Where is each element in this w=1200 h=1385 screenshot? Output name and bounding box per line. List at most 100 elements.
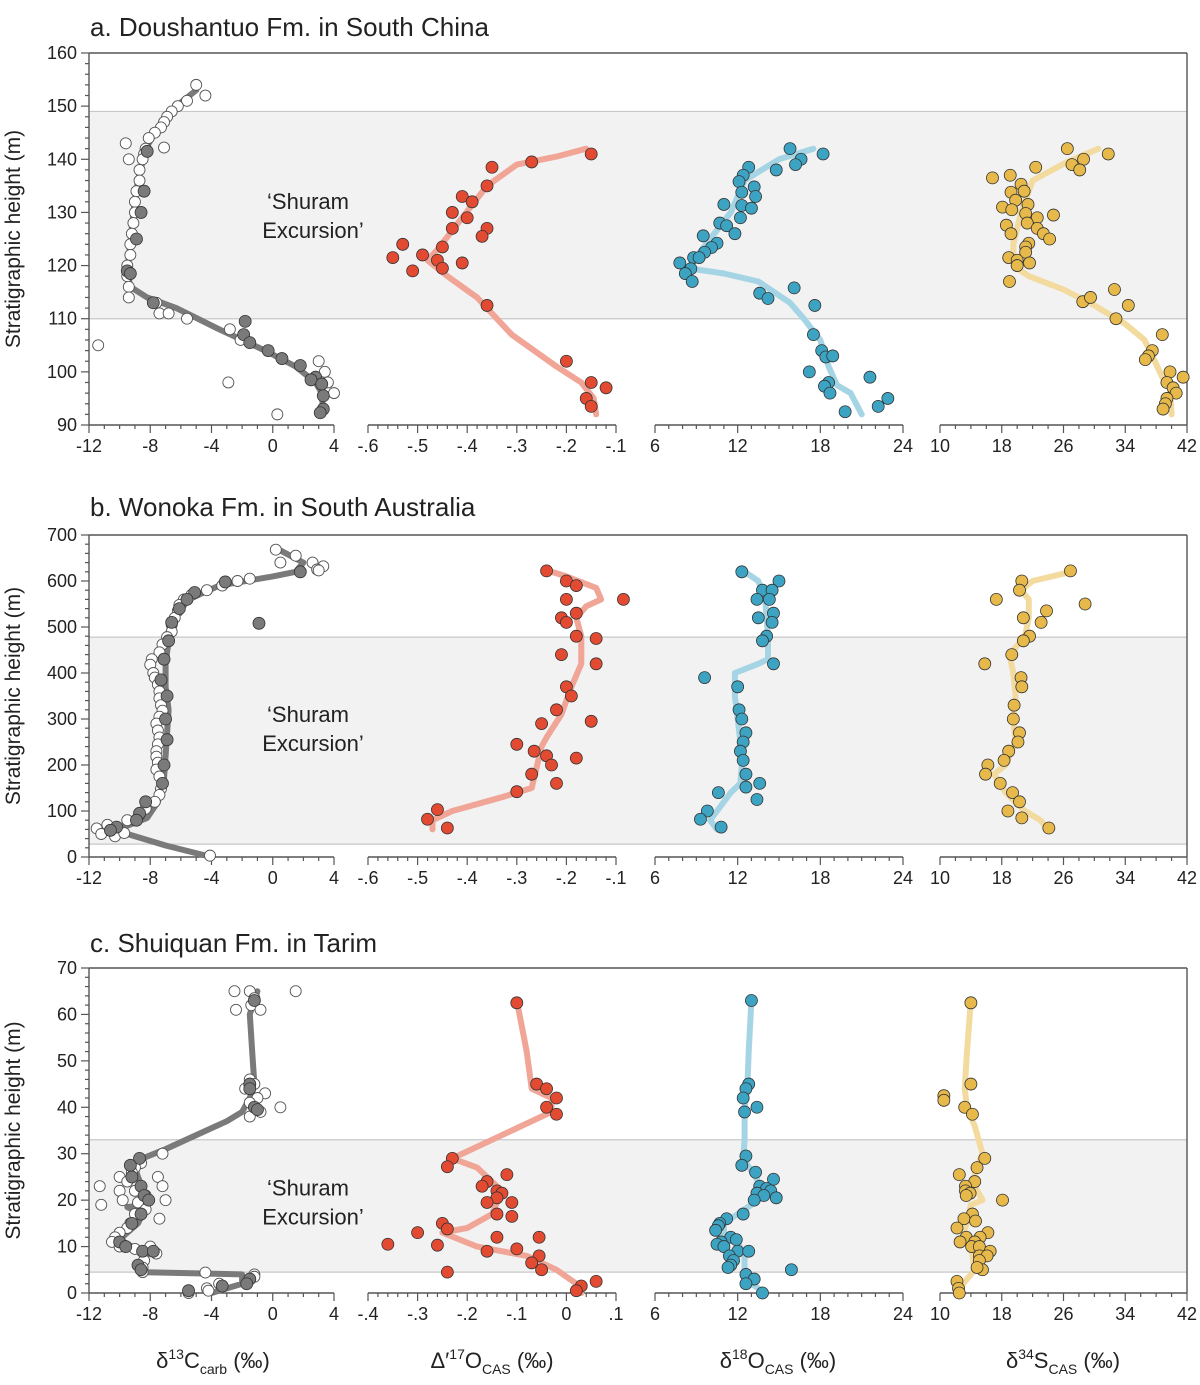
data-point bbox=[130, 813, 143, 827]
data-point bbox=[978, 1151, 992, 1165]
y-axis-label: Stratigraphic height (m) bbox=[2, 1021, 25, 1239]
data-point-open bbox=[254, 1003, 267, 1016]
data-point-open bbox=[312, 564, 325, 577]
data-point bbox=[871, 399, 885, 413]
data-point bbox=[406, 264, 420, 278]
x-tick-label: 34 bbox=[1115, 436, 1135, 456]
data-point bbox=[709, 1223, 723, 1237]
x-tick-label: -.5 bbox=[407, 436, 428, 456]
data-point bbox=[540, 1100, 553, 1114]
data-point bbox=[490, 1207, 504, 1221]
x-tick-label: -.4 bbox=[457, 436, 478, 456]
data-point bbox=[1084, 291, 1097, 304]
data-point bbox=[251, 1103, 264, 1117]
data-point bbox=[569, 579, 583, 592]
data-point-open bbox=[271, 408, 284, 421]
data-point-open bbox=[162, 307, 175, 320]
data-point bbox=[970, 1261, 984, 1274]
data-point bbox=[550, 703, 563, 717]
data-point-open bbox=[199, 89, 212, 102]
data-point bbox=[564, 689, 578, 703]
data-point bbox=[1029, 160, 1043, 174]
y-axis-label: Stratigraphic height (m) bbox=[2, 587, 25, 805]
data-point bbox=[440, 1160, 454, 1174]
data-point-open bbox=[158, 141, 170, 154]
data-point bbox=[731, 680, 745, 694]
x-tick-label: 18 bbox=[992, 868, 1012, 888]
data-point bbox=[500, 1168, 514, 1182]
x-tick-label: 12 bbox=[728, 436, 748, 456]
data-point-open bbox=[312, 355, 325, 368]
data-point bbox=[599, 381, 613, 395]
data-point bbox=[732, 175, 746, 189]
data-point bbox=[1016, 611, 1030, 625]
data-point-open bbox=[92, 339, 105, 352]
data-point bbox=[1121, 299, 1135, 312]
data-point bbox=[1013, 795, 1026, 809]
y-tick-label: 90 bbox=[57, 415, 77, 435]
data-point bbox=[440, 1222, 454, 1236]
data-point bbox=[535, 1263, 548, 1277]
data-point bbox=[505, 1209, 519, 1223]
data-point bbox=[475, 1179, 489, 1193]
data-point bbox=[480, 1244, 494, 1258]
data-point bbox=[240, 1277, 254, 1291]
data-point-open bbox=[122, 153, 135, 166]
x-tick-label: 26 bbox=[1053, 436, 1073, 456]
data-point bbox=[569, 1284, 583, 1298]
y-tick-label: 0 bbox=[67, 847, 77, 867]
data-point bbox=[1023, 256, 1036, 270]
data-point bbox=[736, 754, 750, 767]
data-point-open bbox=[156, 1180, 169, 1193]
data-point bbox=[180, 593, 194, 606]
data-point bbox=[1015, 811, 1029, 825]
x-tick-label: -.2 bbox=[556, 868, 577, 888]
x-tick-label: 18 bbox=[810, 436, 830, 456]
data-point bbox=[1015, 680, 1029, 694]
x-tick-label: 18 bbox=[992, 1304, 1012, 1324]
x-tick-label: -.6 bbox=[357, 436, 378, 456]
x-tick-label: -4 bbox=[203, 868, 219, 888]
y-tick-label: 110 bbox=[48, 309, 77, 329]
data-point bbox=[480, 299, 494, 312]
data-point bbox=[986, 171, 999, 185]
data-point bbox=[1077, 152, 1090, 166]
data-point bbox=[157, 758, 171, 772]
chart-row-2: c. Shuiquan Fm. in Tarim010203040506070S… bbox=[2, 928, 1197, 1324]
data-point bbox=[617, 593, 630, 606]
data-point bbox=[1034, 616, 1048, 629]
data-point-open bbox=[222, 376, 235, 389]
x-tick-label: -.4 bbox=[457, 868, 478, 888]
data-point-open bbox=[274, 1101, 287, 1114]
data-point bbox=[762, 593, 776, 606]
data-point bbox=[685, 275, 699, 288]
data-point bbox=[157, 652, 171, 666]
x-tick-label: -12 bbox=[76, 1304, 102, 1324]
data-point bbox=[1156, 402, 1170, 416]
data-point bbox=[816, 147, 830, 161]
data-point bbox=[134, 206, 148, 219]
data-point-open bbox=[289, 549, 302, 562]
data-point bbox=[465, 195, 479, 209]
data-point bbox=[734, 211, 747, 225]
panel-1: -.6 -.5 -.4 -.3 -.2 -.1 bbox=[357, 564, 630, 888]
data-point bbox=[1003, 275, 1016, 288]
x-tick-label: -.3 bbox=[506, 868, 527, 888]
data-point bbox=[589, 657, 603, 671]
data-point bbox=[1163, 365, 1177, 379]
x-tick-label: 42 bbox=[1177, 1304, 1197, 1324]
data-point bbox=[1017, 184, 1031, 198]
data-point-open bbox=[156, 1147, 169, 1160]
panel-2: 6 12 18 24 bbox=[650, 142, 913, 456]
data-point bbox=[125, 1170, 139, 1184]
x-tick-label: 6 bbox=[650, 868, 660, 888]
data-point-open bbox=[289, 985, 302, 998]
data-point bbox=[807, 328, 820, 342]
panel-3: 10 18 26 34 42 bbox=[930, 142, 1197, 456]
data-point bbox=[789, 158, 802, 172]
x-tick-label: -.3 bbox=[506, 436, 527, 456]
shuram-excursion-label: ‘Shuram Excursion’ bbox=[262, 1176, 363, 1230]
data-point bbox=[717, 1240, 731, 1253]
data-point bbox=[154, 673, 168, 687]
x-tick-label: 42 bbox=[1177, 436, 1197, 456]
